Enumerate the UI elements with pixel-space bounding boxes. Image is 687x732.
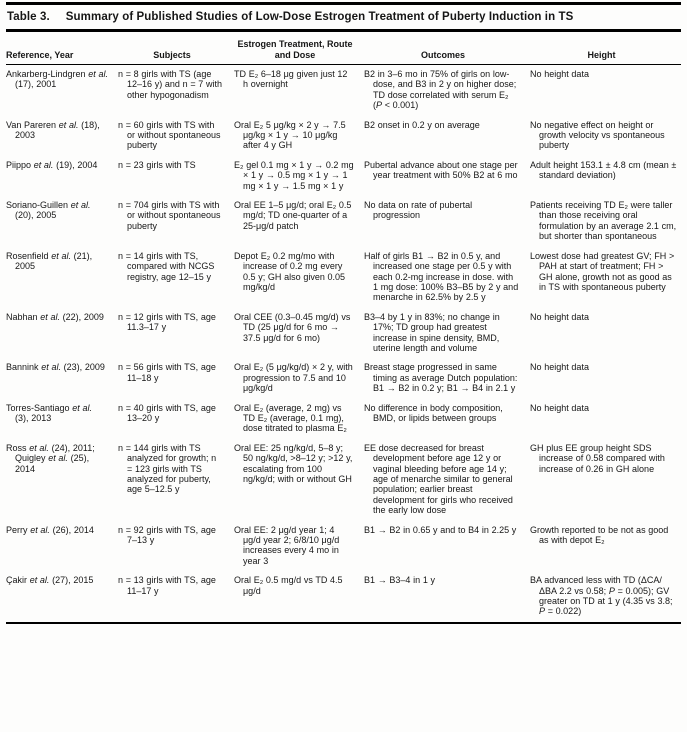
study-row: Perry et al. (26), 2014 n = 92 girls wit… <box>6 521 681 572</box>
height-cell: No height data <box>530 402 589 413</box>
study-row: Nabhan et al. (22), 2009 n = 12 girls wi… <box>6 308 681 359</box>
outcomes-cell: Half of girls B1 → B2 in 0.5 y, and incr… <box>364 250 519 303</box>
study-row: Torres-Santiago et al. (3), 2013 n = 40 … <box>6 399 681 439</box>
study-row: Piippo et al. (19), 2004 n = 23 girls wi… <box>6 156 681 196</box>
reference-cell: Soriano-Guillen et al. (20), 2005 <box>6 200 91 221</box>
outcomes-cell: B1 → B3–4 in 1 y <box>364 575 436 586</box>
treatment-cell: Oral EE 1–5 μg/d; oral E₂ 0.5 mg/d; TD o… <box>234 200 352 231</box>
study-row: Ankarberg-Lindgren et al. (17), 2001 n =… <box>6 65 681 116</box>
table-label: Table 3. <box>7 11 50 23</box>
subjects-cell: n = 12 girls with TS, age 11.3–17 y <box>118 311 216 333</box>
subjects-cell: n = 704 girls with TS with or without sp… <box>118 200 221 231</box>
reference-cell: Rosenfield et al. (21), 2005 <box>6 250 93 272</box>
reference-cell: Bannink et al. (23), 2009 <box>6 362 105 373</box>
subjects-cell: n = 23 girls with TS <box>118 159 196 170</box>
header-row: Reference, Year Subjects Estrogen Treatm… <box>6 32 681 65</box>
treatment-cell: TD E₂ 6–18 μg given just 12 h overnight <box>234 69 348 90</box>
table-title-bar: Table 3. Summary of Published Studies of … <box>6 2 681 32</box>
subjects-cell: n = 144 girls with TS analyzed for growt… <box>118 442 217 495</box>
outcomes-cell: B2 in 3–6 mo in 75% of girls on low-dose… <box>364 69 517 111</box>
subjects-cell: n = 92 girls with TS, age 7–13 y <box>118 524 216 546</box>
outcomes-cell: Pubertal advance about one stage per yea… <box>364 159 518 181</box>
col-header-height: Height <box>530 32 681 65</box>
outcomes-cell: EE dose decreased for breast development… <box>364 442 513 516</box>
col-header-subjects: Subjects <box>118 32 234 65</box>
subjects-cell: n = 56 girls with TS, age 11–18 y <box>118 362 216 383</box>
reference-cell: Çakir et al. (27), 2015 <box>6 575 94 586</box>
study-row: Rosenfield et al. (21), 2005 n = 14 girl… <box>6 247 681 308</box>
outcomes-cell: B2 onset in 0.2 y on average <box>364 119 480 130</box>
height-cell: GH plus EE group height SDS increase of … <box>530 442 665 474</box>
treatment-cell: E₂ gel 0.1 mg × 1 y → 0.2 mg × 1 y → 0.5… <box>234 159 354 191</box>
height-cell: BA advanced less with TD (ΔCA/ΔBA 2.2 vs… <box>530 575 673 617</box>
reference-cell: Van Pareren et al. (18), 2003 <box>6 119 100 141</box>
outcomes-cell: No data on rate of pubertal progression <box>364 200 473 221</box>
outcomes-cell: Breast stage progressed in same timing a… <box>364 362 518 394</box>
reference-cell: Ross et al. (24), 2011; Quigley et al. (… <box>6 442 95 474</box>
outcomes-cell: No difference in body composition, BMD, … <box>364 402 503 423</box>
reference-cell: Piippo et al. (19), 2004 <box>6 159 98 170</box>
study-row: Çakir et al. (27), 2015 n = 13 girls wit… <box>6 571 681 622</box>
study-row: Bannink et al. (23), 2009 n = 56 girls w… <box>6 358 681 398</box>
treatment-cell: Depot E₂ 0.2 mg/mo with increase of 0.2 … <box>234 250 346 292</box>
reference-cell: Ankarberg-Lindgren et al. (17), 2001 <box>6 69 108 90</box>
outcomes-cell: B3–4 by 1 y in 83%; no change in 17%; TD… <box>364 311 500 353</box>
height-cell: Growth reported to be not as good as wit… <box>530 524 669 546</box>
height-cell: Adult height 153.1 ± 4.8 cm (mean ± stan… <box>530 159 677 181</box>
treatment-cell: Oral E₂ (average, 2 mg) vs TD E₂ (averag… <box>234 402 347 434</box>
subjects-cell: n = 14 girls with TS, compared with NCGS… <box>118 250 215 282</box>
treatment-cell: Oral EE: 25 ng/kg/d, 5–8 y; 50 ng/kg/d, … <box>234 442 353 484</box>
subjects-cell: n = 60 girls with TS with or without spo… <box>118 119 221 151</box>
table-title: Summary of Published Studies of Low-Dose… <box>65 11 574 23</box>
treatment-cell: Oral E₂ 5 μg/kg × 2 y → 7.5 μg/kg × 1 y … <box>234 119 346 151</box>
height-cell: No negative effect on height or growth v… <box>530 119 665 151</box>
height-cell: No height data <box>530 362 589 373</box>
subjects-cell: n = 40 girls with TS, age 13–20 y <box>118 402 216 423</box>
study-row: Van Pareren et al. (18), 2003 n = 60 gir… <box>6 116 681 156</box>
col-header-outcomes: Outcomes <box>364 32 530 65</box>
reference-cell: Nabhan et al. (22), 2009 <box>6 311 104 322</box>
treatment-cell: Oral E₂ 0.5 mg/d vs TD 4.5 μg/d <box>234 575 343 596</box>
studies-table: Reference, Year Subjects Estrogen Treatm… <box>6 32 681 622</box>
height-cell: No height data <box>530 69 589 79</box>
treatment-cell: Oral E₂ (5 μg/kg/d) × 2 y, with progress… <box>234 362 353 394</box>
study-row: Soriano-Guillen et al. (20), 2005 n = 70… <box>6 196 681 247</box>
table-header: Reference, Year Subjects Estrogen Treatm… <box>6 32 681 65</box>
col-header-estrogen-treatment: Estrogen Treatment, Route and Dose <box>234 32 364 65</box>
col-header-reference-year: Reference, Year <box>6 32 118 65</box>
treatment-cell: Oral CEE (0.3–0.45 mg/d) vs TD (25 μg/d … <box>234 311 351 343</box>
height-cell: Patients receiving TD E₂ were taller tha… <box>530 200 677 242</box>
reference-cell: Perry et al. (26), 2014 <box>6 524 94 535</box>
outcomes-cell: B1 → B2 in 0.65 y and to B4 in 2.25 y <box>364 524 517 535</box>
reference-cell: Torres-Santiago et al. (3), 2013 <box>6 402 92 423</box>
study-row: Ross et al. (24), 2011; Quigley et al. (… <box>6 439 681 521</box>
height-cell: Lowest dose had greatest GV; FH > PAH at… <box>530 250 675 292</box>
subjects-cell: n = 8 girls with TS (age 12–16 y) and n … <box>118 69 223 100</box>
subjects-cell: n = 13 girls with TS, age 11–17 y <box>118 575 216 596</box>
table-body: Ankarberg-Lindgren et al. (17), 2001 n =… <box>6 65 681 622</box>
table-container: Reference, Year Subjects Estrogen Treatm… <box>6 32 681 624</box>
height-cell: No height data <box>530 311 589 322</box>
treatment-cell: Oral EE: 2 μg/d year 1; 4 μg/d year 2; 6… <box>234 524 340 566</box>
